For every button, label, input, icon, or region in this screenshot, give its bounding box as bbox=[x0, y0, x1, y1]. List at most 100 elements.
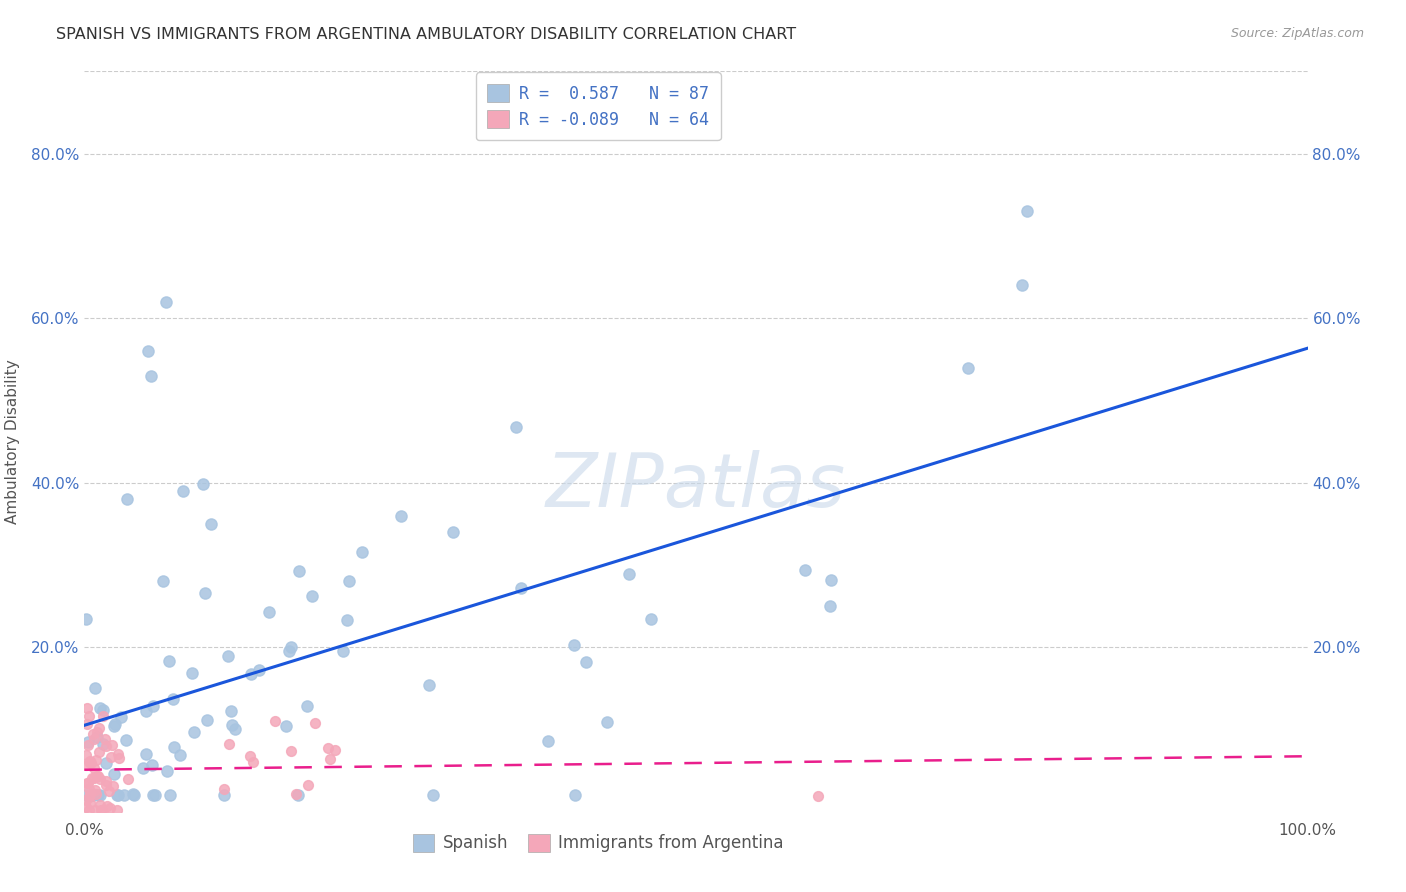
Point bbox=[617, 566, 640, 581]
Point bbox=[91, 703, 114, 717]
Point bbox=[319, 752, 342, 766]
Point bbox=[98, 801, 121, 815]
Point bbox=[793, 563, 815, 577]
Point bbox=[257, 606, 280, 620]
Point bbox=[183, 725, 205, 739]
Text: SPANISH VS IMMIGRANTS FROM ARGENTINA AMBULATORY DISABILITY CORRELATION CHART: SPANISH VS IMMIGRANTS FROM ARGENTINA AMB… bbox=[56, 27, 796, 42]
Point bbox=[200, 516, 222, 531]
Point bbox=[596, 714, 619, 729]
Point bbox=[96, 756, 118, 770]
Point bbox=[86, 753, 108, 767]
Point bbox=[239, 748, 262, 763]
Point bbox=[87, 769, 110, 783]
Point bbox=[288, 564, 311, 578]
Point bbox=[143, 789, 166, 803]
Point bbox=[104, 717, 127, 731]
Point bbox=[96, 798, 118, 813]
Point bbox=[239, 667, 262, 681]
Point bbox=[304, 715, 326, 730]
Point bbox=[117, 772, 139, 787]
Point bbox=[115, 492, 138, 507]
Point bbox=[818, 599, 841, 613]
Point bbox=[247, 663, 270, 677]
Point bbox=[76, 776, 98, 790]
Point bbox=[536, 734, 558, 748]
Point bbox=[75, 789, 97, 803]
Point bbox=[820, 573, 842, 587]
Point bbox=[87, 745, 110, 759]
Point bbox=[152, 574, 174, 588]
Point bbox=[562, 638, 585, 652]
Point bbox=[90, 803, 112, 817]
Point bbox=[94, 739, 117, 754]
Point bbox=[103, 719, 125, 733]
Point bbox=[332, 643, 354, 657]
Point bbox=[75, 747, 97, 762]
Point bbox=[172, 483, 194, 498]
Point bbox=[337, 574, 360, 589]
Point bbox=[90, 803, 112, 817]
Point bbox=[80, 756, 103, 770]
Point bbox=[89, 789, 111, 803]
Point bbox=[112, 789, 135, 803]
Point bbox=[107, 789, 129, 803]
Point bbox=[75, 758, 97, 772]
Point bbox=[77, 781, 100, 796]
Point bbox=[301, 589, 323, 603]
Point bbox=[195, 713, 218, 727]
Point bbox=[135, 704, 157, 718]
Point bbox=[77, 755, 100, 769]
Point bbox=[86, 724, 108, 739]
Text: Source: ZipAtlas.com: Source: ZipAtlas.com bbox=[1230, 27, 1364, 40]
Point bbox=[93, 737, 115, 751]
Legend: Spanish, Immigrants from Argentina: Spanish, Immigrants from Argentina bbox=[406, 827, 790, 859]
Point bbox=[77, 789, 100, 804]
Point bbox=[86, 769, 108, 783]
Point bbox=[135, 747, 157, 761]
Point bbox=[77, 803, 100, 817]
Point bbox=[83, 771, 105, 785]
Point bbox=[108, 751, 131, 765]
Point bbox=[422, 789, 444, 803]
Point bbox=[105, 789, 128, 803]
Point bbox=[180, 666, 202, 681]
Point bbox=[83, 681, 105, 695]
Point bbox=[94, 773, 117, 788]
Point bbox=[98, 784, 121, 798]
Text: ZIPatlas: ZIPatlas bbox=[546, 450, 846, 522]
Point bbox=[418, 678, 440, 692]
Point bbox=[87, 789, 110, 803]
Point bbox=[79, 797, 101, 811]
Point bbox=[141, 368, 163, 383]
Point bbox=[510, 581, 533, 595]
Point bbox=[77, 776, 100, 790]
Point bbox=[76, 738, 98, 752]
Point bbox=[217, 648, 239, 663]
Point bbox=[83, 803, 105, 817]
Point bbox=[212, 781, 235, 796]
Point bbox=[79, 755, 101, 769]
Point bbox=[276, 719, 298, 733]
Point bbox=[159, 789, 181, 803]
Point bbox=[105, 803, 128, 817]
Point bbox=[100, 750, 122, 764]
Point bbox=[75, 800, 97, 814]
Point bbox=[94, 731, 117, 746]
Point bbox=[141, 758, 163, 772]
Point bbox=[575, 655, 598, 669]
Point bbox=[75, 793, 97, 807]
Point bbox=[89, 701, 111, 715]
Point bbox=[242, 755, 264, 769]
Point bbox=[75, 612, 97, 626]
Point bbox=[91, 708, 114, 723]
Point bbox=[124, 789, 146, 803]
Point bbox=[83, 761, 105, 775]
Point bbox=[191, 476, 214, 491]
Point bbox=[441, 525, 464, 540]
Point bbox=[82, 789, 104, 803]
Point bbox=[76, 701, 98, 715]
Point bbox=[76, 717, 98, 731]
Point bbox=[194, 586, 217, 600]
Point bbox=[221, 718, 243, 732]
Point bbox=[278, 644, 301, 658]
